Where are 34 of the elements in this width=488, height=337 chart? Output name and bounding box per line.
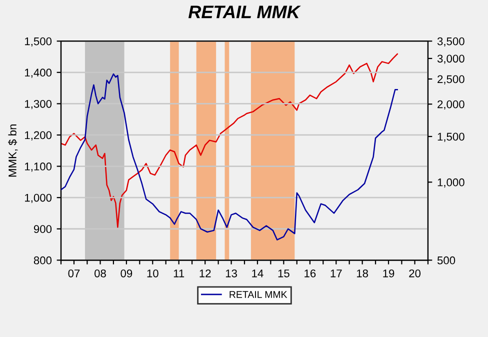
x-tick-label: 08 bbox=[94, 269, 106, 278]
y-tick-label: 800 bbox=[34, 256, 52, 264]
x-tick-label: 19 bbox=[383, 269, 394, 278]
x-tick-label: 18 bbox=[356, 269, 368, 278]
y2-tick-label: 1,500 bbox=[438, 132, 464, 142]
x-tick-label: 12 bbox=[200, 269, 211, 278]
y-tick-label: 1,400 bbox=[25, 68, 52, 78]
x-tick-label: 17 bbox=[330, 270, 342, 278]
y-tick-label: 1,500 bbox=[25, 37, 52, 47]
y2-tick-label: 1,000 bbox=[438, 178, 464, 188]
x-tick-label: 11 bbox=[174, 270, 184, 278]
x-tick-label: 10 bbox=[147, 269, 158, 278]
chart-title: RETAIL MMK bbox=[188, 6, 301, 18]
x-tick-label: 13 bbox=[226, 269, 237, 278]
line-series bbox=[61, 73, 398, 240]
y-tick-label: 1,000 bbox=[25, 194, 52, 204]
x-tick-label: 07 bbox=[68, 269, 80, 278]
y-tick-label: 900 bbox=[34, 225, 52, 234]
x-tick-label: 15 bbox=[278, 270, 290, 278]
y2-tick-label: 3,000 bbox=[437, 54, 464, 64]
y-axis-title: MMK, $ bn bbox=[8, 124, 18, 177]
x-tick-label: 14 bbox=[252, 270, 264, 278]
x-tick-label: 16 bbox=[304, 269, 316, 278]
legend-label: RETAIL MMK bbox=[230, 291, 288, 298]
x-tick-label: 20 bbox=[409, 269, 421, 278]
y-tick-label: 1,300 bbox=[25, 100, 52, 110]
y2-tick-label: 2,500 bbox=[438, 75, 464, 84]
line-series bbox=[61, 53, 398, 228]
y2-tick-label: 500 bbox=[437, 256, 456, 264]
y-tick-label: 1,100 bbox=[25, 162, 52, 172]
y2-tick-label: 3,500 bbox=[437, 37, 464, 47]
x-tick-label: 09 bbox=[120, 269, 132, 278]
y2-tick-label: 2,000 bbox=[438, 100, 464, 110]
y-tick-label: 1,200 bbox=[25, 131, 52, 140]
